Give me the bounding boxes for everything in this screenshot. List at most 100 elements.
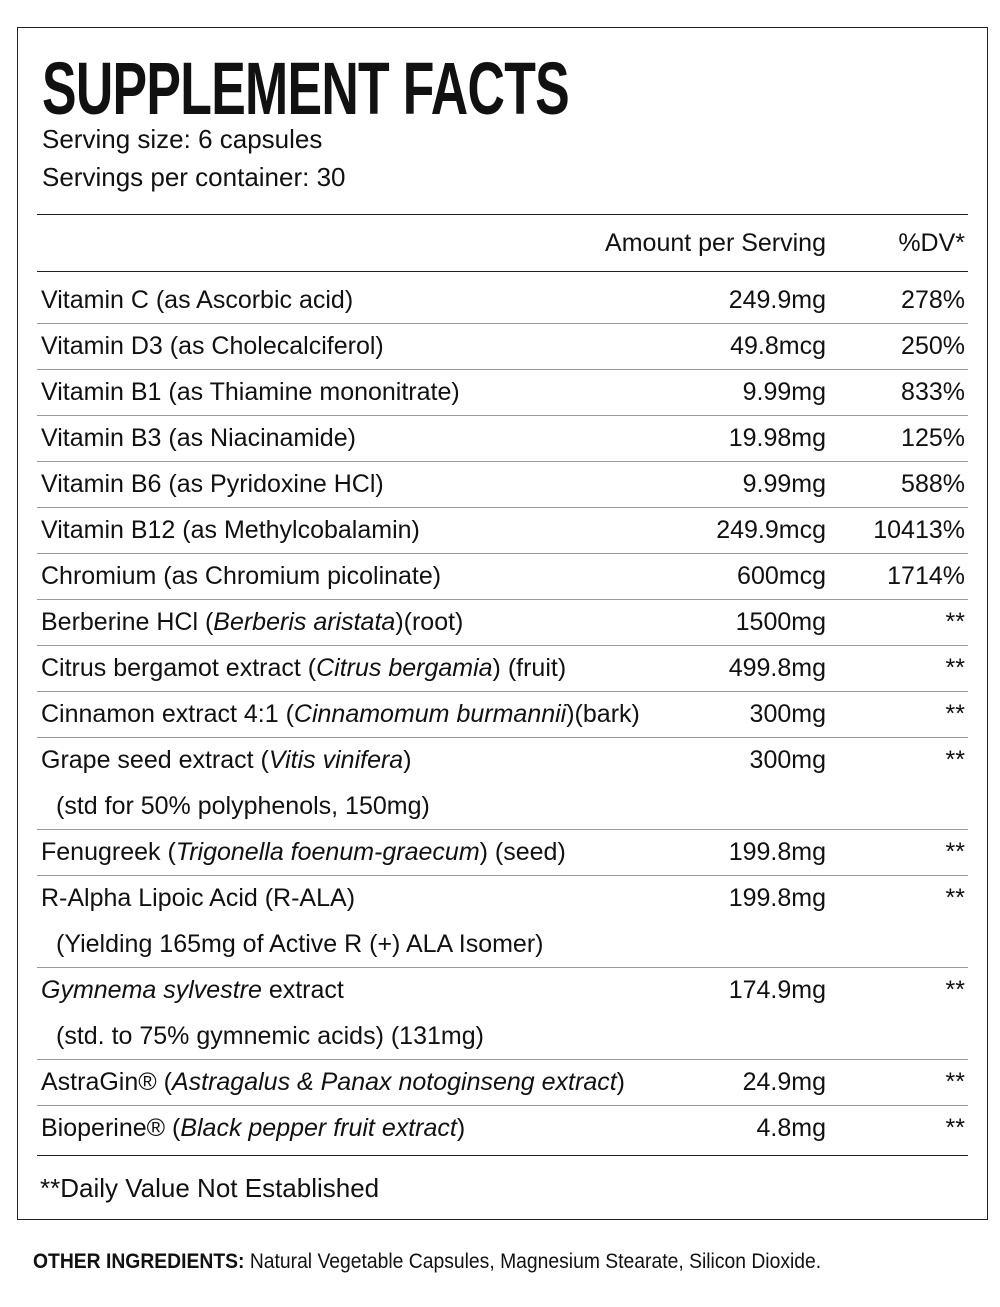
daily-value: **	[945, 976, 965, 1004]
name-part: Citrus bergamot extract (	[41, 654, 317, 682]
name-part: ) (fruit)	[492, 654, 567, 682]
name-part: Cinnamomum burmannii	[293, 700, 567, 728]
name-part: )	[456, 1114, 466, 1142]
ingredient-note: (Yielding 165mg of Active R (+) ALA Isom…	[56, 930, 544, 958]
row-divider	[37, 369, 968, 370]
amount: 499.8mg	[728, 654, 826, 682]
row-divider	[37, 507, 968, 508]
ingredient-name: Vitamin B1 (as Thiamine mononitrate)	[41, 377, 460, 407]
daily-value: 1714%	[887, 562, 965, 590]
name-part: Vitamin B3 (as Niacinamide)	[41, 424, 356, 452]
ingredient-name: R-Alpha Lipoic Acid (R-ALA)	[41, 883, 355, 913]
row-divider	[37, 691, 968, 692]
name-part: )	[616, 1068, 625, 1096]
amount: 19.98mg	[728, 424, 826, 452]
daily-value: **	[945, 884, 965, 912]
daily-value: **	[945, 654, 965, 682]
daily-value: 278%	[901, 286, 965, 314]
daily-value: 833%	[901, 378, 965, 406]
amount: 9.99mg	[742, 378, 826, 406]
name-part: )	[403, 746, 412, 774]
row-divider	[37, 1105, 968, 1106]
amount: 4.8mg	[756, 1114, 826, 1142]
other-text: Natural Vegetable Capsules, Magnesium St…	[244, 1250, 822, 1273]
amount: 600mcg	[737, 562, 826, 590]
name-part: Cinnamon extract 4:1 (	[41, 700, 294, 728]
ingredient-name: Fenugreek (Trigonella foenum-graecum) (s…	[41, 837, 566, 867]
name-part: Astragalus & Panax notoginseng extract	[171, 1068, 617, 1096]
name-part: Bioperine® (	[41, 1114, 181, 1142]
row-divider	[37, 461, 968, 462]
ingredient-name: Vitamin C (as Ascorbic acid)	[41, 285, 353, 315]
amount: 9.99mg	[742, 470, 826, 498]
other-label: OTHER INGREDIENTS:	[33, 1250, 245, 1273]
ingredient-name: Vitamin D3 (as Cholecalciferol)	[41, 331, 384, 361]
name-part: )(root)	[395, 608, 464, 636]
amount: 300mg	[749, 746, 826, 774]
amount: 174.9mg	[728, 976, 826, 1004]
divider	[37, 271, 968, 272]
ingredient-name: Vitamin B6 (as Pyridoxine HCl)	[41, 469, 384, 499]
header-dv: %DV*	[898, 229, 965, 257]
name-part: Trigonella foenum-graecum	[175, 838, 480, 866]
ingredient-name: Vitamin B12 (as Methylcobalamin)	[41, 515, 420, 545]
divider	[37, 214, 968, 215]
divider	[37, 1155, 968, 1156]
ingredient-name: AstraGin® (Astragalus & Panax notoginsen…	[41, 1067, 625, 1097]
name-part: AstraGin® (	[41, 1068, 172, 1096]
amount: 49.8mcg	[730, 332, 826, 360]
name-part: Vitamin B6 (as Pyridoxine HCl)	[41, 470, 384, 498]
other-ingredients: OTHER INGREDIENTS: Natural Vegetable Cap…	[33, 1250, 821, 1274]
label-frame	[17, 27, 988, 1220]
row-divider	[37, 323, 968, 324]
daily-value: **	[945, 838, 965, 866]
name-part: Gymnema sylvestre	[41, 976, 262, 1004]
name-part: Vitamin B1 (as Thiamine mononitrate)	[41, 378, 460, 406]
amount: 300mg	[749, 700, 826, 728]
daily-value: **	[945, 608, 965, 636]
row-divider	[37, 1059, 968, 1060]
servings-per-container: Servings per container: 30	[42, 162, 346, 192]
amount: 199.8mg	[728, 838, 826, 866]
title: SUPPLEMENT FACTS	[42, 47, 570, 130]
daily-value: 250%	[901, 332, 965, 360]
ingredient-name: Vitamin B3 (as Niacinamide)	[41, 423, 356, 453]
name-part: ) (seed)	[479, 838, 566, 866]
name-part: Chromium (as Chromium picolinate)	[41, 562, 442, 590]
name-part: Black pepper fruit extract	[180, 1114, 457, 1142]
daily-value: 588%	[901, 470, 965, 498]
ingredient-name: Chromium (as Chromium picolinate)	[41, 561, 441, 591]
amount: 249.9mg	[728, 286, 826, 314]
name-part: Vitis vinifera	[268, 746, 404, 774]
row-divider	[37, 829, 968, 830]
amount: 199.8mg	[728, 884, 826, 912]
name-part: Vitamin D3 (as Cholecalciferol)	[41, 332, 384, 360]
daily-value: 10413%	[873, 516, 965, 544]
name-part: R-Alpha Lipoic Acid (R-ALA)	[41, 884, 356, 912]
amount: 1500mg	[735, 608, 826, 636]
ingredient-name: Berberine HCl (Berberis aristata)(root)	[41, 607, 463, 637]
row-divider	[37, 599, 968, 600]
daily-value: 125%	[901, 424, 965, 452]
daily-value: **	[945, 1068, 965, 1096]
daily-value: **	[945, 746, 965, 774]
name-part: )(bark)	[566, 700, 640, 728]
ingredient-note: (std. to 75% gymnemic acids) (131mg)	[56, 1022, 484, 1050]
row-divider	[37, 875, 968, 876]
ingredient-name: Citrus bergamot extract (Citrus bergamia…	[41, 653, 566, 683]
name-part: Berberis aristata	[213, 608, 396, 636]
serving-size: Serving size: 6 capsules	[42, 124, 323, 154]
name-part: Fenugreek (	[41, 838, 176, 866]
row-divider	[37, 415, 968, 416]
ingredient-name: Grape seed extract (Vitis vinifera)	[41, 745, 412, 775]
name-part: Grape seed extract (	[41, 746, 269, 774]
name-part: Berberine HCl (	[41, 608, 214, 636]
row-divider	[37, 967, 968, 968]
ingredient-name: Gymnema sylvestre extract	[41, 975, 344, 1005]
ingredient-name: Cinnamon extract 4:1 (Cinnamomum burmann…	[41, 699, 640, 729]
name-part: Vitamin B12 (as Methylcobalamin)	[41, 516, 420, 544]
footnote: **Daily Value Not Established	[40, 1173, 380, 1203]
ingredient-name: Bioperine® (Black pepper fruit extract)	[41, 1113, 465, 1143]
daily-value: **	[945, 1114, 965, 1142]
row-divider	[37, 645, 968, 646]
